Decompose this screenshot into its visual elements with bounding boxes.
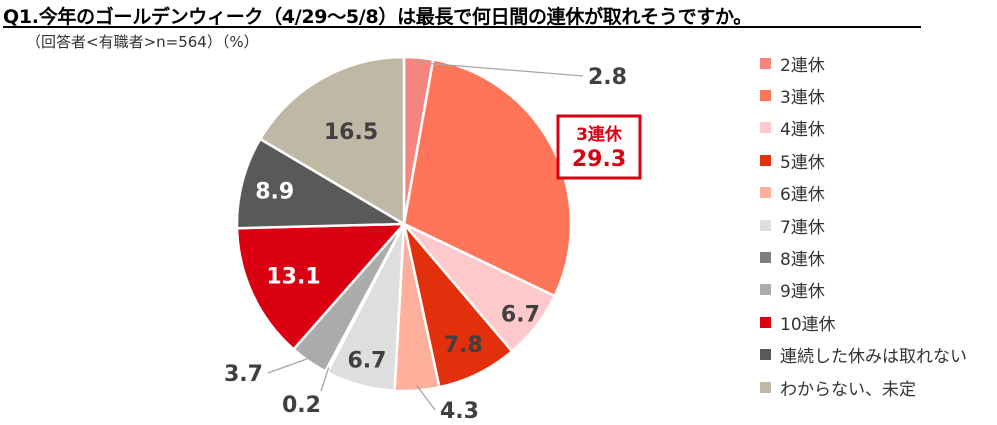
legend-entry: 連続した休みは取れない	[760, 343, 967, 367]
slice-9-wedge	[235, 222, 406, 351]
slice-3-value-label: 6.7	[501, 303, 540, 328]
legend-label: 4連休	[780, 120, 825, 141]
slice-1-leader-line	[418, 61, 584, 77]
legend-swatch	[760, 154, 771, 166]
legend-label: 6連休	[780, 185, 825, 206]
slice-7-leader-line	[320, 367, 330, 392]
legend-entry: 7連休	[760, 213, 825, 238]
legend-label: 10連休	[780, 314, 836, 335]
slice-5-value-label: 4.3	[440, 399, 479, 424]
legend-swatch	[760, 57, 771, 69]
legend-swatch	[760, 122, 771, 134]
legend-swatch	[760, 284, 771, 296]
legend-swatch	[760, 381, 771, 393]
legend-entry: わからない、未定	[760, 375, 916, 400]
slice-11-wedge	[259, 55, 406, 226]
chart-subtitle: （回答者<有職者>n=564）（%）	[26, 33, 259, 51]
slice-6-value-label: 6.7	[348, 348, 387, 373]
slice-11-value-label: 16.5	[324, 120, 378, 145]
legend-swatch	[760, 89, 771, 101]
slice-4-value-label: 7.8	[444, 333, 483, 358]
slice-7-value-label: 0.2	[282, 393, 321, 418]
legend-swatch	[760, 251, 771, 263]
legend-label: 2連休	[780, 55, 825, 76]
legend-entry: 4連休	[760, 116, 825, 140]
slice-2-value-label: 29.3	[572, 147, 626, 172]
slice-10-value-label: 8.9	[255, 179, 294, 204]
callout-label: 3連休	[576, 124, 623, 145]
pie-slices	[235, 55, 573, 393]
callout-box	[556, 114, 642, 180]
legend-swatch	[760, 187, 771, 199]
legend-entry: 2連休	[760, 51, 825, 76]
slice-2-wedge	[402, 58, 573, 298]
legend-label: 3連休	[780, 87, 825, 108]
legend-label: 9連休	[780, 282, 825, 303]
chart-title: Q1.今年のゴールデンウィーク（4/29～5/8）は最長で何日間の連休が取れそう…	[3, 6, 752, 28]
slice-8-leader-line	[267, 356, 312, 374]
legend-label: 7連休	[780, 217, 825, 238]
slice-1-value-label: 2.8	[588, 65, 627, 90]
slice-8-value-label: 3.7	[224, 362, 263, 387]
legend-entry: 5連休	[760, 148, 825, 173]
slice-9-value-label: 13.1	[266, 265, 320, 290]
legend-entry: 8連休	[760, 245, 825, 270]
legend-label: わからない、未定	[780, 379, 916, 400]
legend-entry: 10連休	[760, 310, 836, 335]
slice-5-leader-line	[416, 385, 436, 411]
title-underline	[3, 26, 921, 28]
legend-swatch	[760, 349, 771, 361]
legend-swatch	[760, 219, 771, 231]
legend-entry: 6連休	[760, 181, 825, 205]
legend-label: 5連休	[780, 152, 825, 173]
legend-entry: 3連休	[760, 83, 825, 108]
slice-10-wedge	[235, 137, 406, 230]
legend-label: 連続した休みは取れない	[780, 347, 967, 368]
legend-label: 8連休	[780, 249, 825, 270]
legend-entry: 9連休	[760, 278, 825, 302]
legend-swatch	[760, 316, 771, 328]
